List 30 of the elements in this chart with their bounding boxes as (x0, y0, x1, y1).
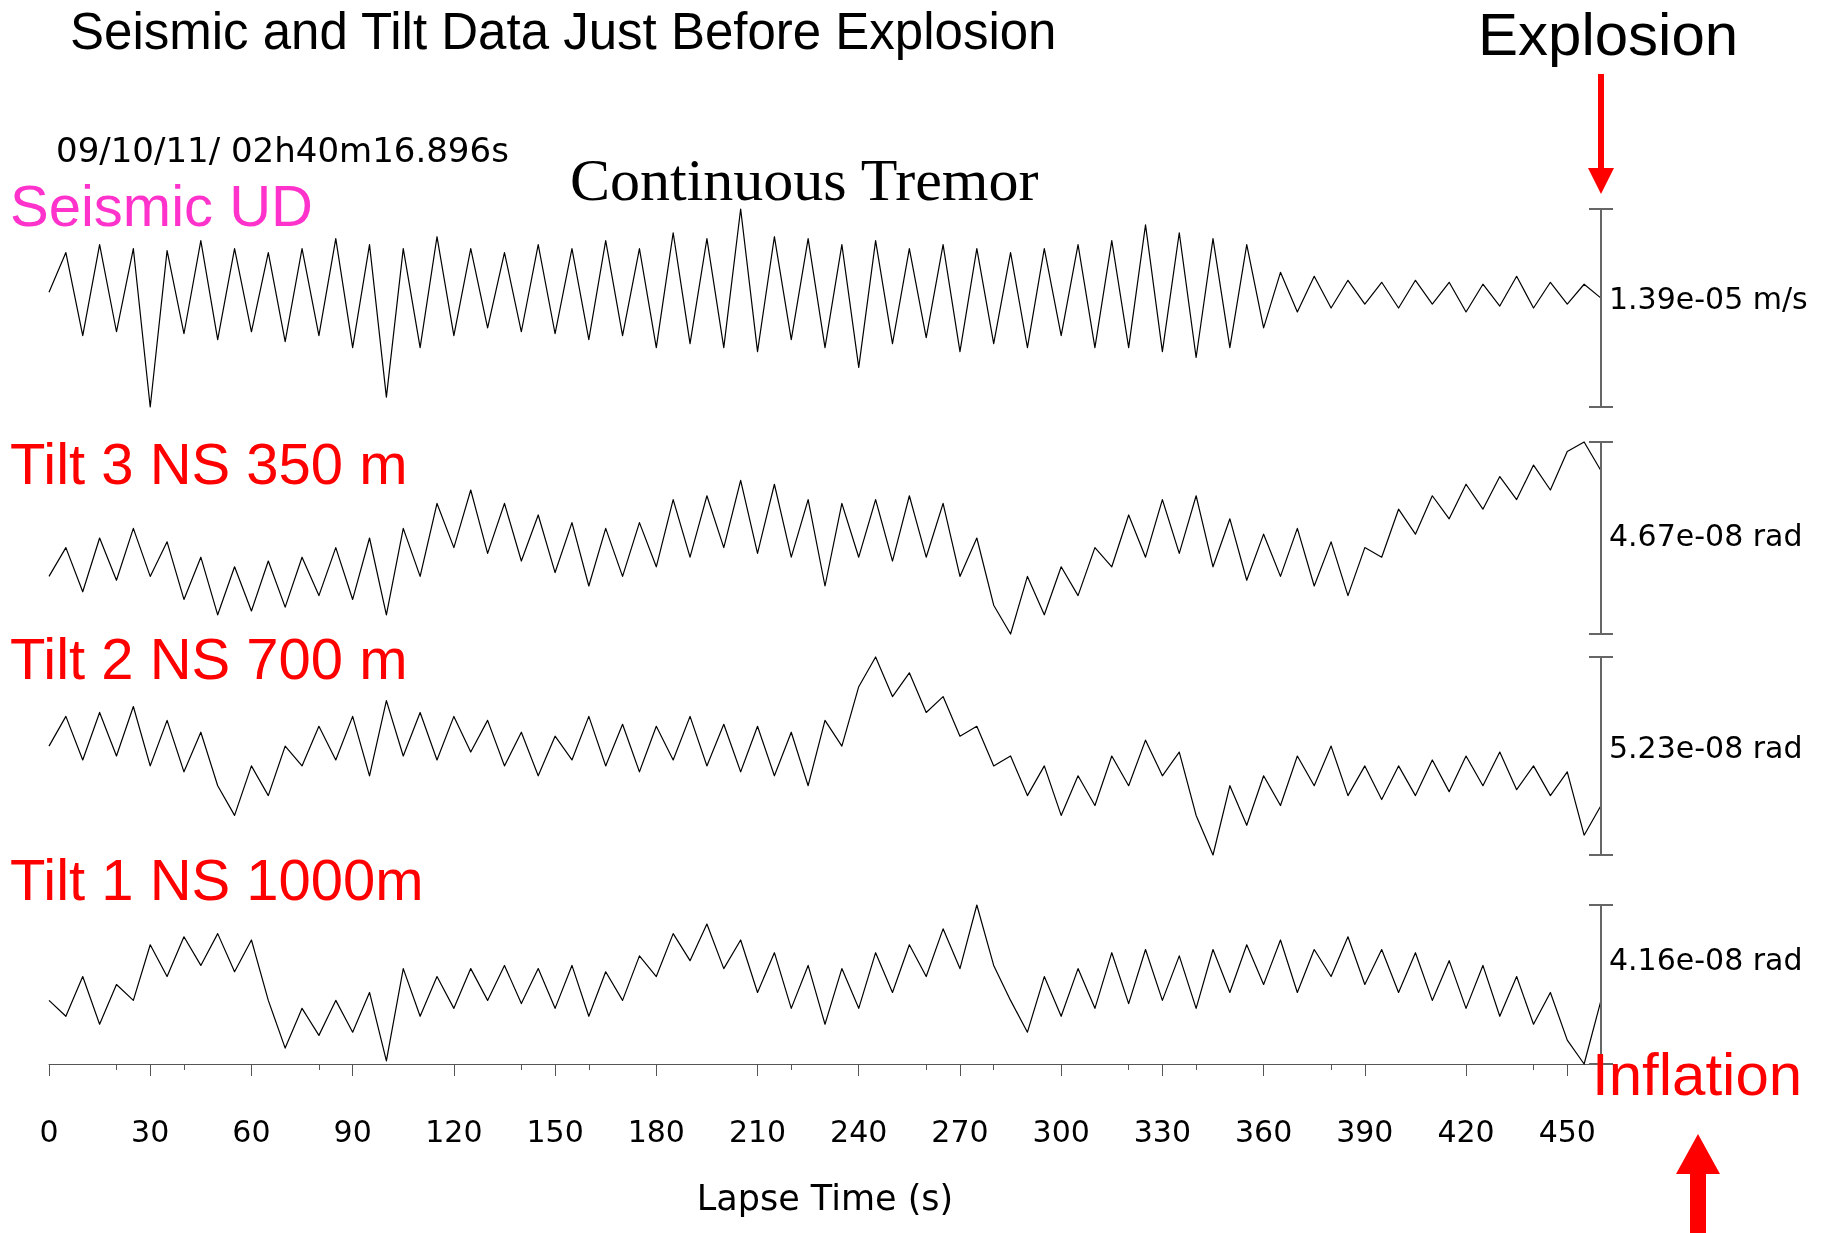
text: 4.16e-08 rad (1609, 942, 1803, 977)
annotation: Inflation (1592, 1040, 1803, 1109)
x-tick-label: 60 (232, 1113, 271, 1149)
x-axis-title: Lapse Time (s) (696, 1177, 954, 1218)
text: 4.67e-08 rad (1609, 518, 1803, 553)
x-tick-label: 360 (1234, 1113, 1293, 1149)
x-tick-label: 150 (526, 1113, 584, 1149)
x-tick-label: 420 (1437, 1113, 1495, 1149)
series-label: Tilt 1 NS 1000m (10, 846, 424, 913)
x-tick-label: 450 (1538, 1113, 1596, 1149)
series-label: Tilt 3 NS 350 m (10, 430, 408, 497)
x-tick-label: 330 (1133, 1113, 1192, 1149)
x-tick-label: 390 (1336, 1113, 1394, 1149)
x-tick-label: 180 (627, 1113, 685, 1149)
chart-title: Seismic and Tilt Data Just Before Explosion (70, 2, 1057, 61)
text: 1.39e-05 m/s (1609, 281, 1808, 316)
text: Explosion (1478, 0, 1739, 69)
x-tick-label: 300 (1032, 1113, 1090, 1149)
x-tick-label: 90 (333, 1113, 372, 1149)
x-tick-label: 120 (425, 1113, 483, 1149)
x-tick-label: 0 (39, 1113, 59, 1149)
text: 09/10/11/ 02h40m16.896s (56, 130, 509, 170)
x-tick-label: 30 (131, 1113, 170, 1149)
series-label: Seismic UD (10, 172, 313, 239)
annotation: Continuous Tremor (570, 146, 1039, 215)
text: 5.23e-08 rad (1609, 730, 1803, 765)
series-label: Tilt 2 NS 700 m (10, 625, 408, 692)
x-tick-label: 270 (931, 1113, 989, 1149)
x-tick-label: 240 (830, 1113, 888, 1149)
x-tick-label: 210 (728, 1113, 787, 1149)
